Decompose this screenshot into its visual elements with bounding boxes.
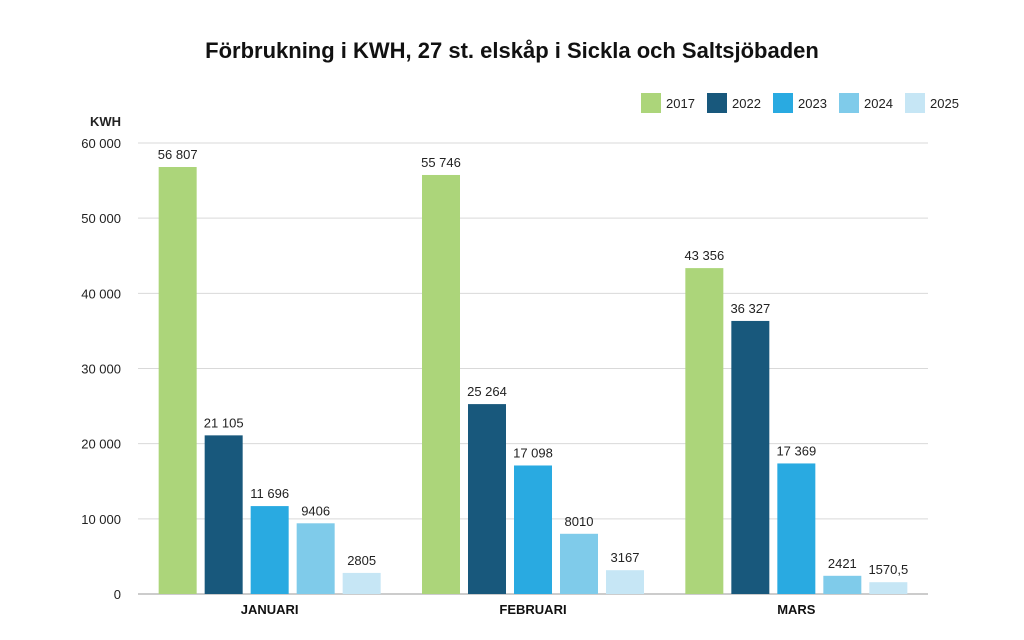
bars [158, 167, 908, 595]
y-axis-unit-label: KWH [90, 114, 121, 129]
data-label: 43 356 [684, 248, 724, 263]
legend-item-2022: 2022 [707, 93, 761, 113]
bar-2025-mars [869, 582, 908, 594]
y-tick-label: 60 000 [81, 136, 121, 151]
y-tick-label: 30 000 [81, 362, 121, 377]
legend-swatch [839, 93, 859, 113]
legend-swatch [641, 93, 661, 113]
legend-swatch [707, 93, 727, 113]
bar-2017-februari [422, 174, 460, 595]
legend-item-2024: 2024 [839, 93, 893, 113]
bar-2024-februari [560, 533, 598, 594]
data-label: 56 807 [158, 147, 198, 162]
bar-2025-februari [606, 570, 644, 594]
data-label: 9406 [301, 503, 330, 518]
data-label: 17 369 [776, 443, 816, 458]
legend-swatch [773, 93, 793, 113]
y-tick-label: 10 000 [81, 512, 121, 527]
data-label: 17 098 [513, 445, 553, 460]
x-category-label: FEBRUARI [499, 602, 566, 617]
legend-label: 2025 [930, 96, 959, 111]
legend-item-2017: 2017 [641, 93, 695, 113]
x-axis: JANUARI FEBRUARI MARS [241, 602, 816, 617]
chart-title: Förbrukning i KWH, 27 st. elskåp i Sickl… [205, 38, 819, 63]
y-tick-label: 0 [114, 587, 121, 602]
bar-2017-mars [685, 268, 724, 594]
bar-2024-januari [296, 523, 335, 594]
legend-label: 2023 [798, 96, 827, 111]
x-category-label: MARS [777, 602, 816, 617]
bar-2025-januari [342, 572, 381, 594]
data-label: 3167 [611, 550, 640, 565]
legend-swatch [905, 93, 925, 113]
data-label: 36 327 [730, 301, 770, 316]
data-label: 2421 [828, 556, 857, 571]
legend-label: 2024 [864, 96, 893, 111]
data-label: 55 746 [421, 155, 461, 170]
y-tick-label: 20 000 [81, 437, 121, 452]
data-label: 11 696 [250, 486, 289, 501]
legend-item-2025: 2025 [905, 93, 959, 113]
bar-2022-januari [204, 435, 243, 594]
legend-item-2023: 2023 [773, 93, 827, 113]
x-category-label: JANUARI [241, 602, 299, 617]
bar-2022-mars [731, 320, 770, 594]
legend-label: 2022 [732, 96, 761, 111]
bar-2024-mars [823, 575, 862, 594]
y-tick-label: 40 000 [81, 286, 121, 301]
legend: 2017 2022 2023 2024 2025 [641, 93, 959, 113]
data-label: 8010 [565, 514, 594, 529]
y-tick-label: 50 000 [81, 211, 121, 226]
bar-2023-mars [777, 463, 816, 594]
bar-2023-februari [514, 465, 552, 594]
data-label: 1570,5 [868, 562, 908, 577]
data-labels: 56 807 21 105 11 696 9406 2805 55 746 25 264 17… [158, 147, 908, 577]
bar-2022-februari [468, 404, 506, 594]
bar-2017-januari [158, 167, 197, 594]
bar-2023-januari [250, 506, 289, 594]
data-label: 2805 [347, 553, 376, 568]
y-axis: 0 10 000 20 000 30 000 40 000 50 000 60 000 [81, 136, 121, 602]
data-label: 25 264 [467, 384, 507, 399]
data-label: 21 105 [204, 415, 244, 430]
legend-label: 2017 [666, 96, 695, 111]
